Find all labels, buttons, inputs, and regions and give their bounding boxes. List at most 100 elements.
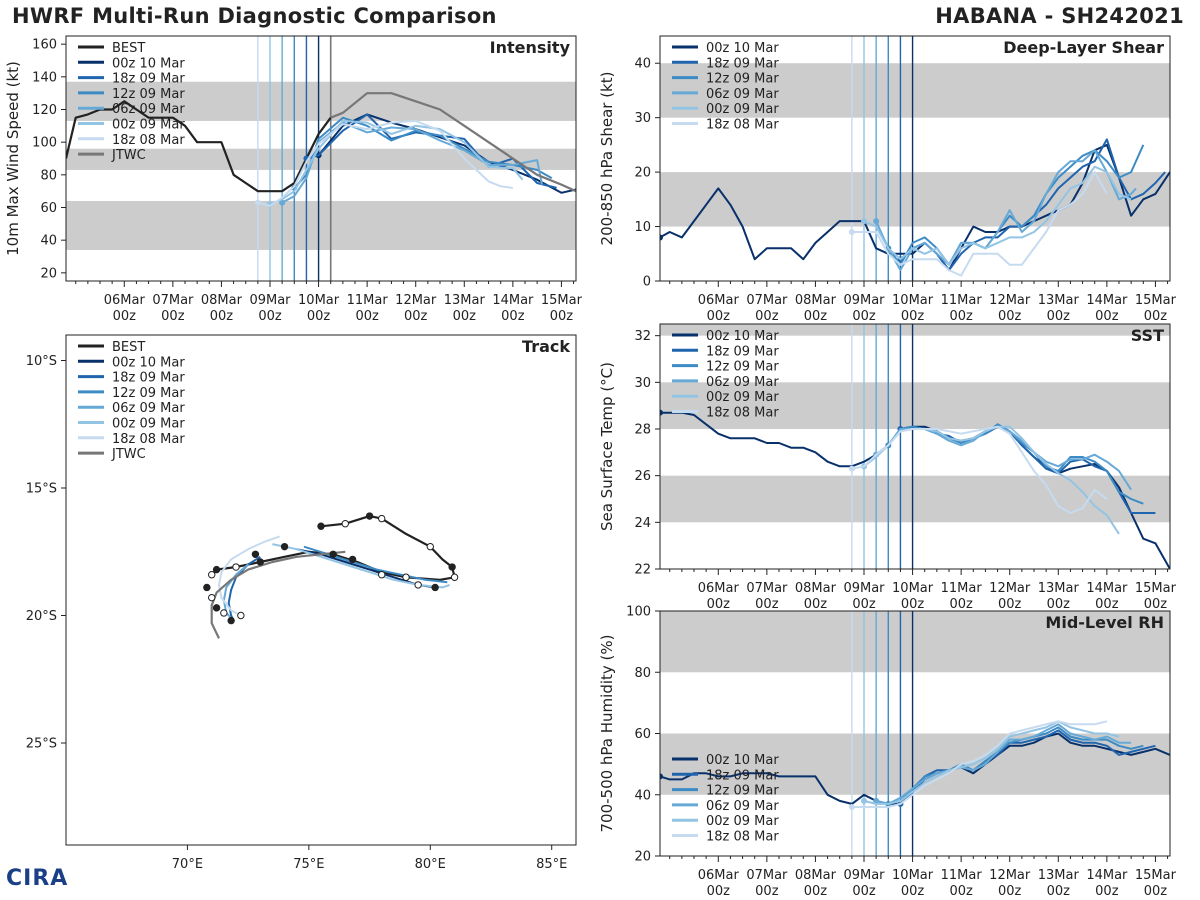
legend-label: 00z 09 Mar [706, 390, 779, 405]
y-tick-label: 28 [634, 423, 651, 438]
series-start-marker [848, 465, 855, 472]
logo-text: CIRA [6, 866, 69, 891]
series-line-06z-09-mar [281, 121, 543, 204]
track-position-marker [378, 571, 386, 579]
x-tick-label-hour: 00z [998, 309, 1022, 324]
x-tick-label: 12Mar [989, 868, 1031, 883]
panel-title: Mid-Level RH [1045, 613, 1164, 632]
legend-label: JTWC [111, 148, 146, 163]
storm-id-title: HABANA - SH242021 [935, 4, 1184, 28]
x-tick-label: 06Mar [104, 293, 146, 308]
x-tick-label: 10Mar [892, 293, 934, 308]
series-line-12z-09-mar [303, 545, 448, 584]
legend-label: 06z 09 Mar [112, 102, 185, 117]
track-position-marker [227, 616, 235, 625]
track-position-marker [256, 558, 264, 566]
plot-area [660, 36, 1170, 281]
x-tick-label: 08Mar [795, 293, 837, 308]
x-tick-label-hour: 00z [804, 309, 828, 324]
shaded-band [66, 81, 576, 121]
x-tick-label-hour: 00z [404, 309, 428, 324]
panel-shear: 01020304006Mar00z07Mar00z08Mar00z09Mar00… [598, 35, 1177, 324]
legend-label: 00z 09 Mar [112, 118, 185, 133]
x-tick-label: 08Mar [201, 293, 243, 308]
y-tick-label: 80 [40, 168, 57, 183]
plot-frame [65, 35, 577, 282]
legend-label: 00z 09 Mar [706, 814, 779, 829]
x-tick-label: 10Mar [892, 581, 934, 596]
y-tick-label: 40 [40, 234, 57, 249]
x-tick-label-hour: 00z [1047, 884, 1071, 899]
legend-label: 00z 10 Mar [112, 355, 185, 370]
x-tick-label: 07Mar [746, 868, 788, 883]
legend-entry: 12z 09 Mar [672, 72, 779, 87]
x-tick-label: 13Mar [1038, 581, 1080, 596]
x-tick-label: 13Mar [1038, 868, 1080, 883]
legend-label: 18z 09 Mar [706, 344, 779, 359]
legend-entry: 00z 09 Mar [78, 417, 185, 432]
x-tick-label-hour: 00z [1047, 309, 1071, 324]
x-tick-label-hour: 00z [755, 309, 779, 324]
x-tick-label: 07Mar [152, 293, 194, 308]
panel-track: 10°S 15°S 20°S 25°S 70°E 75°E 80°E 85°E Track BES… [26, 334, 577, 872]
track-position-marker [212, 604, 221, 612]
series-start-marker [873, 218, 880, 225]
legend-label: 18z 08 Mar [112, 133, 185, 148]
y-tick-label: 60 [40, 201, 57, 216]
series-line-18z-08-mar [218, 535, 281, 617]
legend-label: 18z 09 Mar [112, 371, 185, 386]
x-tick-label: 11Mar [347, 293, 389, 308]
x-tick-label: 14Mar [1086, 868, 1128, 883]
series-start-marker [861, 797, 867, 804]
track-position-marker [232, 563, 240, 571]
series-start-marker [873, 797, 880, 804]
x-tick-label: 07Mar [746, 581, 788, 596]
y-tick-label: 10°S [26, 354, 57, 369]
x-tick-label: 14Mar [492, 293, 534, 308]
legend-entry: 18z 09 Mar [78, 371, 185, 386]
series-line-18z-09-mar [899, 729, 1156, 805]
series-line-18z-08-mar [851, 720, 1108, 808]
shaded-band [66, 200, 576, 250]
series-start-marker [660, 773, 663, 780]
x-tick-label: 70°E [172, 857, 203, 872]
legend-label: 18z 08 Mar [706, 406, 779, 421]
legend-entry: 12z 09 Mar [78, 87, 185, 102]
x-tick-label-hour: 00z [949, 597, 973, 612]
shaded-band [660, 611, 1170, 673]
series-line-jtwc [210, 550, 346, 639]
legend-label: 18z 09 Mar [706, 56, 779, 71]
plot-area [203, 512, 459, 639]
x-tick-label-hour: 00z [501, 309, 525, 324]
panel-intensity: 2040608010012014016006Mar00z07Mar00z08Ma… [4, 35, 583, 324]
x-tick-label-hour: 00z [1095, 597, 1119, 612]
plot-area [660, 611, 1170, 856]
x-tick-label: 08Mar [795, 581, 837, 596]
legend-label: 12z 09 Mar [112, 87, 185, 102]
x-tick-label: 11Mar [941, 868, 983, 883]
legend-label: 06z 09 Mar [706, 799, 779, 814]
x-tick-label: 15Mar [1135, 868, 1177, 883]
legend-entry: 06z 09 Mar [78, 102, 185, 117]
x-tick-label-hour: 00z [550, 309, 574, 324]
legend-entry: 00z 09 Mar [672, 814, 779, 829]
legend-entry: 00z 09 Mar [672, 102, 779, 117]
x-tick-label: 09Mar [843, 293, 885, 308]
y-axis-label: 200-850 hPa Shear (kt) [598, 72, 616, 246]
legend-entry: 18z 08 Mar [672, 118, 779, 133]
x-tick-label-hour: 00z [901, 597, 925, 612]
series-start-marker [660, 409, 663, 416]
x-tick-label-hour: 00z [707, 309, 731, 324]
legend-label: BEST [112, 41, 145, 56]
series-line-18z-08-mar [851, 171, 1108, 277]
cira-logo-icon: CIRA [6, 866, 68, 891]
track-position-marker [329, 550, 337, 558]
y-tick-label: 25°S [26, 737, 57, 752]
y-tick-label: 30 [634, 111, 651, 126]
legend-entry: 06z 09 Mar [672, 375, 779, 390]
x-tick-label-hour: 00z [852, 309, 876, 324]
track-position-marker [365, 512, 374, 520]
y-tick-label: 30 [634, 376, 651, 391]
x-tick-label-hour: 00z [804, 884, 828, 899]
x-tick-label: 09Mar [843, 868, 885, 883]
